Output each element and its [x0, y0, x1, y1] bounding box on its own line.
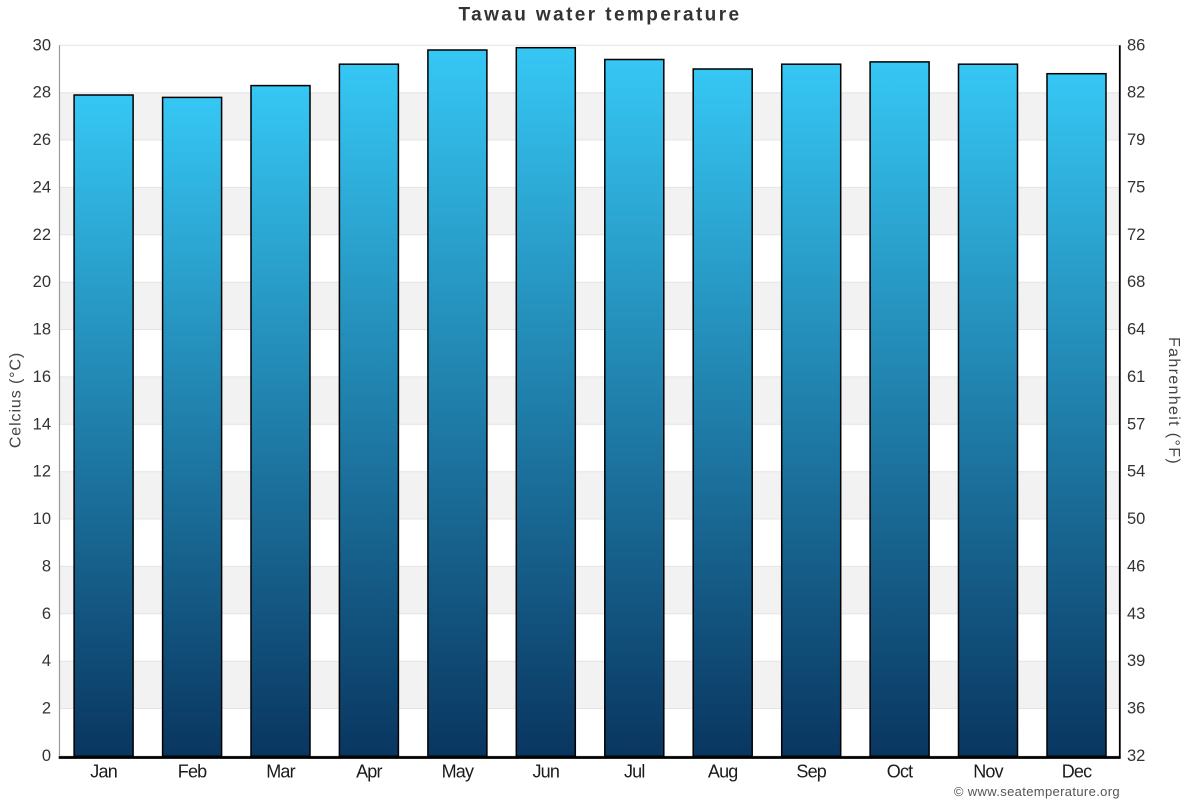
- svg-text:61: 61: [1127, 368, 1145, 386]
- svg-text:26: 26: [33, 131, 51, 149]
- svg-text:54: 54: [1127, 463, 1145, 481]
- svg-text:10: 10: [33, 510, 51, 528]
- svg-text:79: 79: [1127, 131, 1145, 149]
- svg-text:68: 68: [1127, 273, 1145, 291]
- svg-text:64: 64: [1127, 321, 1145, 339]
- svg-text:Jun: Jun: [532, 762, 559, 782]
- svg-text:2: 2: [42, 700, 51, 718]
- svg-text:12: 12: [33, 463, 51, 481]
- svg-text:Jul: Jul: [624, 762, 645, 782]
- svg-text:Tawau water temperature: Tawau water temperature: [459, 5, 742, 26]
- svg-text:50: 50: [1127, 510, 1145, 528]
- svg-text:43: 43: [1127, 605, 1145, 623]
- svg-text:18: 18: [33, 321, 51, 339]
- svg-text:39: 39: [1127, 652, 1145, 670]
- svg-text:8: 8: [42, 557, 51, 575]
- svg-text:Celcius (°C): Celcius (°C): [8, 352, 25, 448]
- svg-text:6: 6: [42, 605, 51, 623]
- svg-text:75: 75: [1127, 178, 1145, 196]
- svg-text:4: 4: [42, 652, 51, 670]
- svg-text:May: May: [442, 762, 474, 782]
- svg-text:0: 0: [42, 747, 51, 765]
- svg-text:32: 32: [1127, 747, 1145, 765]
- svg-text:28: 28: [33, 84, 51, 102]
- svg-text:16: 16: [33, 368, 51, 386]
- svg-text:Fahrenheit (°F): Fahrenheit (°F): [1165, 337, 1182, 465]
- svg-text:Dec: Dec: [1062, 762, 1092, 782]
- svg-text:Jan: Jan: [90, 762, 117, 782]
- svg-text:82: 82: [1127, 84, 1145, 102]
- svg-text:86: 86: [1127, 36, 1145, 54]
- svg-text:Aug: Aug: [708, 762, 738, 782]
- svg-text:22: 22: [33, 226, 51, 244]
- svg-text:14: 14: [33, 415, 51, 433]
- svg-text:57: 57: [1127, 415, 1145, 433]
- svg-text:Oct: Oct: [887, 762, 913, 782]
- svg-text:Sep: Sep: [796, 762, 826, 782]
- svg-text:72: 72: [1127, 226, 1145, 244]
- svg-text:© www.seatemperature.org: © www.seatemperature.org: [954, 784, 1120, 799]
- svg-text:24: 24: [33, 178, 51, 196]
- svg-text:46: 46: [1127, 557, 1145, 575]
- svg-text:20: 20: [33, 273, 51, 291]
- svg-text:30: 30: [33, 36, 51, 54]
- svg-text:Mar: Mar: [266, 762, 295, 782]
- svg-text:Apr: Apr: [356, 762, 382, 782]
- svg-text:Feb: Feb: [178, 762, 207, 782]
- svg-text:Nov: Nov: [973, 762, 1003, 782]
- svg-text:36: 36: [1127, 700, 1145, 718]
